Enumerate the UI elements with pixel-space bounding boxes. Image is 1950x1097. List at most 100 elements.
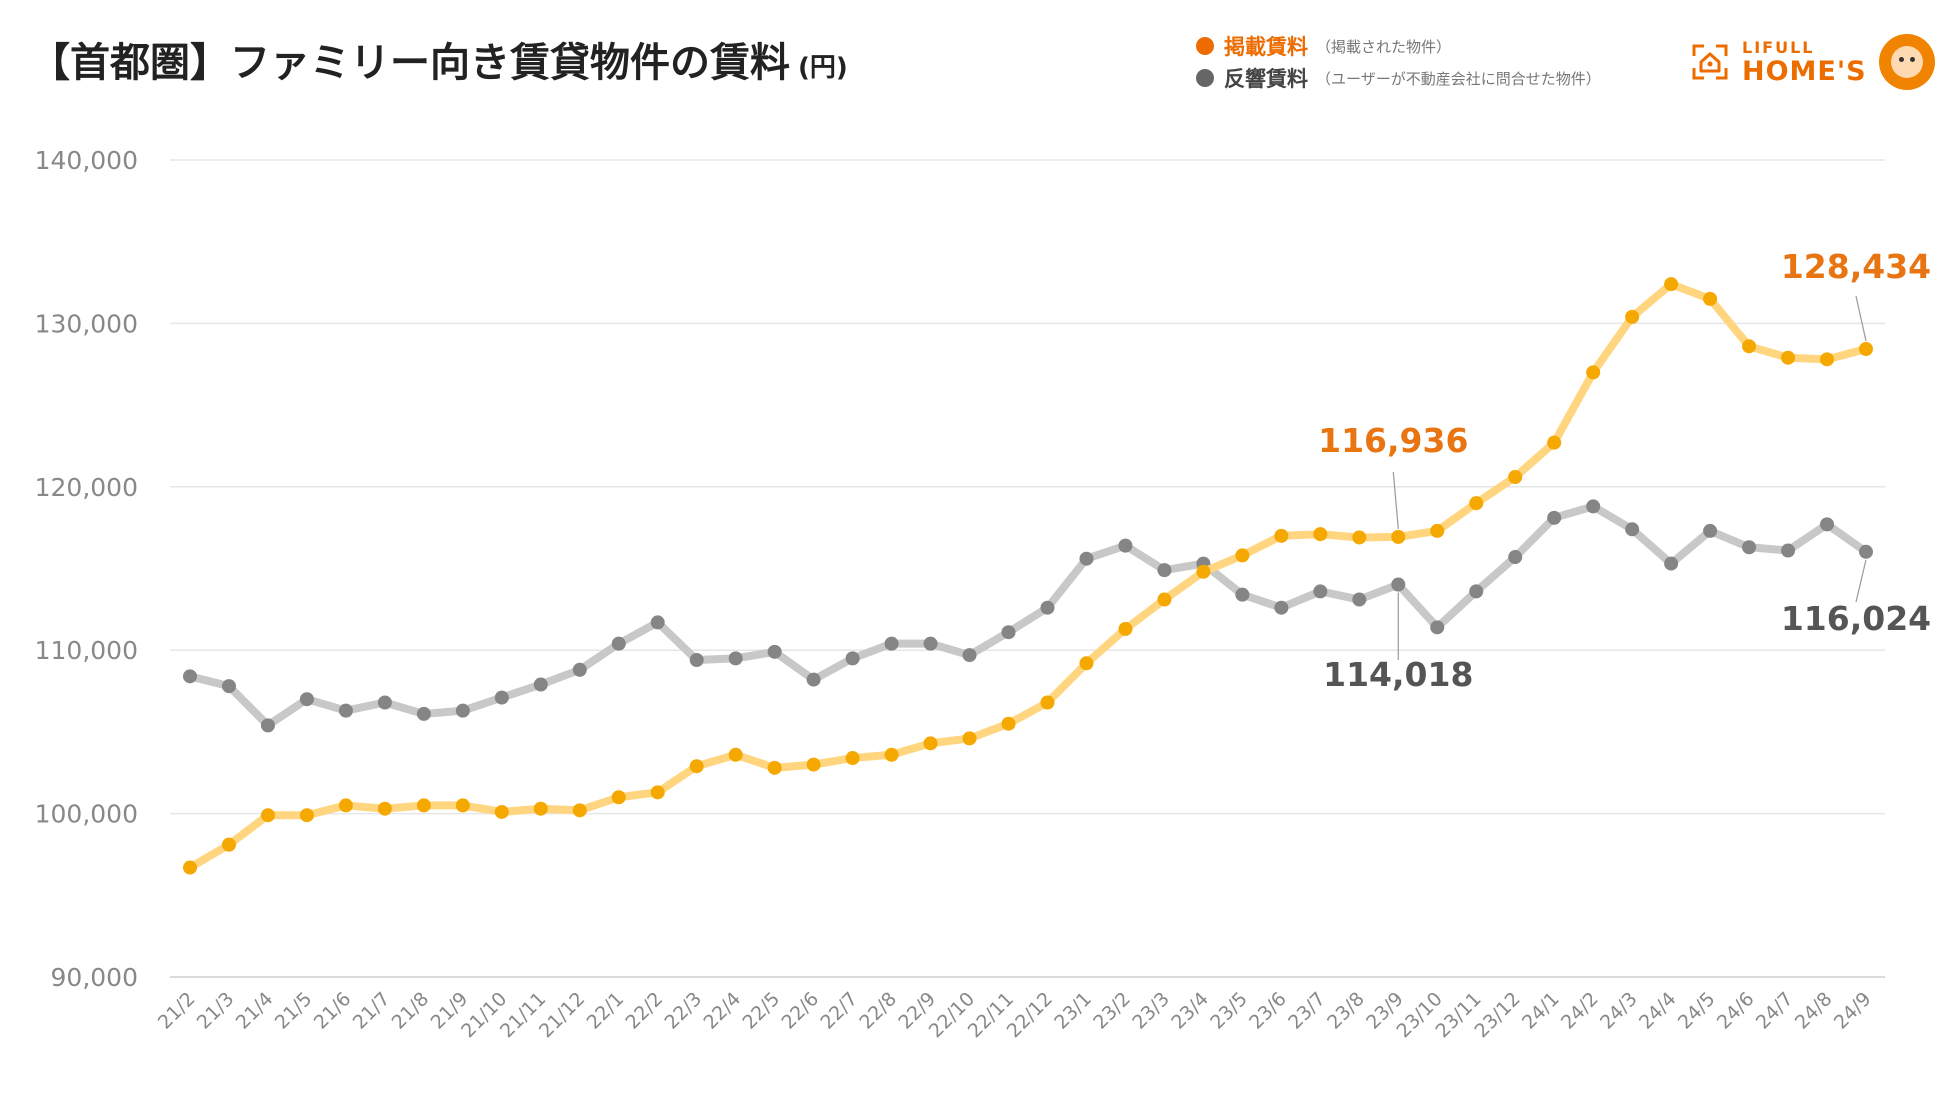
legend-item-inquiry: 反響賃料 （ユーザーが不動産会社に問合せた物件） xyxy=(1196,62,1601,94)
chart-title-unit: (円) xyxy=(798,53,848,83)
data-point xyxy=(455,703,470,718)
x-tick-label: 21/7 xyxy=(349,988,395,1034)
data-point xyxy=(1742,339,1757,354)
y-tick-label: 100,000 xyxy=(35,800,138,829)
x-tick-label: 23/4 xyxy=(1167,988,1213,1034)
lifull-homes-logo: LIFULL HOME'S xyxy=(1690,34,1935,90)
x-tick-label: 23/7 xyxy=(1284,988,1330,1034)
x-tick-label: 21/12 xyxy=(535,988,589,1042)
x-tick-label: 23/2 xyxy=(1089,988,1135,1034)
legend: 掲載賃料 （掲載された物件） 反響賃料 （ユーザーが不動産会社に問合せた物件） xyxy=(1196,30,1601,94)
x-tick-label: 21/8 xyxy=(388,988,434,1034)
data-point xyxy=(767,760,782,775)
grid: 90,000 100,000 110,000 120,000 130,000 140,00… xyxy=(35,146,1885,1042)
data-point xyxy=(650,615,665,630)
x-tick-label: 24/2 xyxy=(1557,988,1603,1034)
data-point xyxy=(572,803,587,818)
data-point xyxy=(1508,469,1523,484)
x-tick-label: 23/6 xyxy=(1245,988,1291,1034)
data-point xyxy=(1430,523,1445,538)
data-point xyxy=(377,801,392,816)
data-point xyxy=(1625,309,1640,324)
data-label: 114,018 xyxy=(1323,655,1473,694)
data-point xyxy=(1391,529,1406,544)
data-point xyxy=(299,808,314,823)
house-icon xyxy=(1692,44,1728,80)
data-point xyxy=(923,636,938,651)
data-point xyxy=(221,837,236,852)
chart-title: 【首都圏】ファミリー向き賃貸物件の賃料 (円) xyxy=(30,30,848,88)
data-point xyxy=(572,662,587,677)
leader-line xyxy=(1855,295,1867,342)
x-tick-label: 21/5 xyxy=(271,988,317,1034)
x-tick-label: 24/4 xyxy=(1635,988,1681,1034)
y-tick-label: 140,000 xyxy=(35,146,138,175)
data-point xyxy=(1781,543,1796,558)
series-inquiry xyxy=(183,499,1873,733)
data-point xyxy=(1391,577,1406,592)
data-point xyxy=(1820,517,1835,532)
data-point xyxy=(1586,499,1601,514)
x-tick-label: 22/1 xyxy=(583,988,629,1034)
data-point xyxy=(689,653,704,668)
data-point xyxy=(455,798,470,813)
x-tick-label: 23/5 xyxy=(1206,988,1252,1034)
data-point xyxy=(1001,625,1016,640)
data-point xyxy=(1859,341,1873,356)
data-point xyxy=(494,804,509,819)
x-tick-label: 22/4 xyxy=(699,988,745,1034)
data-labels: 116,936 128,434 114,018 116,024 xyxy=(1318,247,1931,694)
data-point xyxy=(1547,435,1562,450)
data-point xyxy=(416,798,431,813)
data-point xyxy=(1001,716,1016,731)
data-point xyxy=(1469,584,1484,599)
data-point xyxy=(1625,522,1640,537)
data-point xyxy=(1703,291,1718,306)
data-point xyxy=(1781,350,1796,365)
x-tick-label: 23/8 xyxy=(1323,988,1369,1034)
data-point xyxy=(183,860,197,875)
data-point xyxy=(1508,550,1523,565)
legend-dot-listing xyxy=(1196,37,1214,55)
series-listing xyxy=(183,277,1873,875)
data-point xyxy=(416,706,431,721)
y-tick-label: 90,000 xyxy=(51,963,138,992)
data-point xyxy=(962,648,977,663)
data-point xyxy=(1820,352,1835,367)
x-tick-label: 21/3 xyxy=(193,988,239,1034)
data-point xyxy=(1547,510,1562,525)
data-point xyxy=(1235,548,1250,563)
data-point xyxy=(377,695,392,710)
data-point xyxy=(1274,528,1289,543)
y-tick-label: 130,000 xyxy=(35,309,138,338)
legend-item-listing: 掲載賃料 （掲載された物件） xyxy=(1196,30,1601,62)
x-tick-label: 21/2 xyxy=(154,988,200,1034)
data-point xyxy=(1664,277,1679,292)
data-point xyxy=(1274,600,1289,615)
data-point xyxy=(611,790,626,805)
data-point xyxy=(1586,365,1601,380)
x-tick-label: 22/3 xyxy=(661,988,707,1034)
x-tick-label: 22/8 xyxy=(855,988,901,1034)
logo-small-text: LIFULL xyxy=(1742,37,1815,57)
y-tick-label: 110,000 xyxy=(35,636,138,665)
legend-label-listing: 掲載賃料 xyxy=(1224,35,1308,59)
data-point xyxy=(260,808,275,823)
data-point xyxy=(1313,527,1328,542)
x-tick-label: 21/6 xyxy=(310,988,356,1034)
legend-note-listing: （掲載された物件） xyxy=(1316,37,1452,56)
data-point xyxy=(767,644,782,659)
mascot-icon xyxy=(1878,34,1935,90)
data-point xyxy=(221,679,236,694)
leader-line xyxy=(1392,471,1399,529)
legend-label-inquiry: 反響賃料 xyxy=(1224,67,1308,91)
legend-dot-inquiry xyxy=(1196,69,1214,87)
data-point xyxy=(689,759,704,774)
data-point xyxy=(728,651,743,666)
x-tick-label: 21/4 xyxy=(232,988,278,1034)
data-point xyxy=(260,718,275,733)
data-point xyxy=(1079,656,1094,671)
data-point xyxy=(845,651,860,666)
x-tick-label: 22/6 xyxy=(777,988,823,1034)
